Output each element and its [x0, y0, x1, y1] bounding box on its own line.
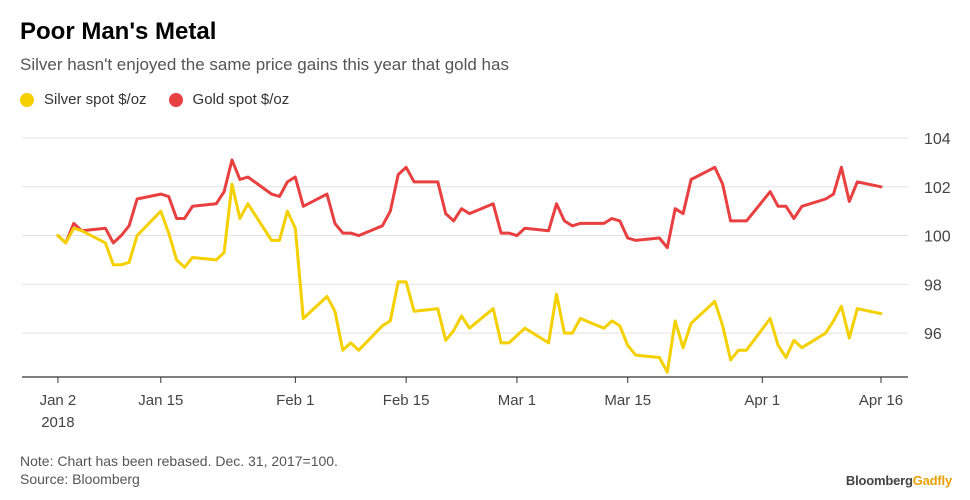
series-line-silver: [56, 182, 883, 374]
brand-logo: BloombergGadfly: [846, 473, 952, 488]
x-tick-label-4: Mar 1: [498, 392, 536, 409]
y-tick-label-104: 104: [924, 131, 951, 148]
chart-title: Poor Man's Metal: [20, 18, 217, 45]
x-tick-label-7: Apr 16: [859, 392, 903, 409]
chart-note: Note: Chart has been rebased. Dec. 31, 2…: [20, 453, 338, 469]
chart-source: Source: Bloomberg: [20, 471, 140, 487]
x-tick-label-1: Jan 15: [138, 392, 183, 409]
x-tick-label-5: Mar 15: [604, 392, 651, 409]
chart-footer: Note: Chart has been rebased. Dec. 31, 2…: [20, 452, 338, 488]
series-line-gold: [56, 158, 883, 250]
brand-accent: Gadfly: [912, 473, 952, 488]
y-tick-label-100: 100: [924, 229, 951, 246]
legend-label-gold: Gold spot $/oz: [192, 91, 290, 108]
y-tick-label-102: 102: [924, 180, 951, 197]
chart-legend: Silver spot $/oz Gold spot $/oz: [20, 91, 311, 108]
legend-label-silver: Silver spot $/oz: [44, 91, 147, 108]
x-tick-sublabel-0: 2018: [41, 414, 74, 431]
x-tick-label-0: Jan 2: [40, 392, 77, 409]
legend-item-silver: Silver spot $/oz: [20, 91, 147, 108]
legend-swatch-silver: [20, 92, 34, 107]
brand-main: Bloomberg: [845, 473, 913, 488]
y-tick-label-96: 96: [924, 326, 942, 343]
legend-swatch-gold: [168, 92, 183, 107]
chart-subtitle: Silver hasn't enjoyed the same price gai…: [20, 55, 509, 74]
y-tick-label-98: 98: [924, 277, 942, 294]
legend-item-gold: Gold spot $/oz: [168, 91, 290, 108]
x-tick-label-2: Feb 1: [276, 392, 314, 409]
x-tick-label-6: Apr 1: [744, 392, 780, 409]
x-tick-label-3: Feb 15: [383, 392, 430, 409]
